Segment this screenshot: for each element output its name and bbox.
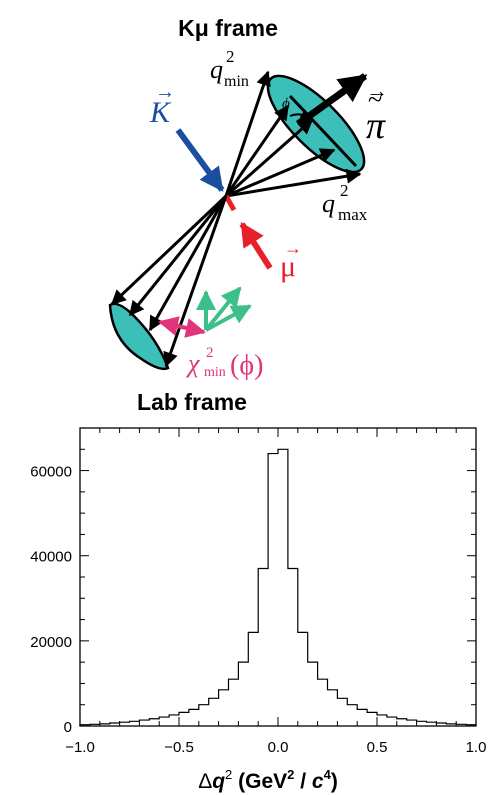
q2-max-vector (225, 168, 362, 198)
histogram-bin (318, 679, 328, 726)
y-ticks: 0 20000 40000 60000 (30, 427, 476, 736)
histogram-bin (100, 724, 110, 726)
histogram-bin (298, 632, 308, 726)
histogram-bin (427, 722, 437, 726)
x-ticks: −1.0 −0.5 0.0 0.5 1.0 (65, 428, 486, 756)
histogram-bin (189, 709, 199, 726)
histogram-bin (397, 719, 407, 726)
muon-vector-arrow: → (284, 238, 302, 258)
histogram-bin (80, 725, 90, 726)
histogram-bin (347, 705, 357, 726)
histogram-outline (79, 448, 477, 726)
histogram-bin (466, 725, 476, 726)
kaon-arrow (175, 128, 225, 192)
x-axis-label: Δq2 (GeV2 / c4) (198, 767, 338, 793)
lab-vector (148, 195, 228, 332)
chi2-arg: (ϕ) (230, 350, 263, 381)
histogram-bin (357, 709, 367, 726)
cone-vector (224, 104, 290, 197)
histogram-bin (417, 721, 427, 726)
histogram-bin (238, 662, 248, 726)
kaon-vector-arrow: → (155, 81, 175, 103)
cone-vector (225, 148, 336, 198)
y-tick-label: 40000 (30, 549, 72, 566)
q2-max-sup: 2 (340, 181, 349, 200)
x-tick-label: −0.5 (164, 739, 194, 756)
cone-axis (288, 94, 358, 168)
q2-max-q: q (322, 189, 335, 218)
histogram-bin (436, 723, 446, 726)
cone-vector (225, 118, 314, 198)
histogram-bin (139, 720, 149, 726)
x-tick-label: 0.0 (268, 739, 289, 756)
histogram-bin (288, 568, 298, 726)
kaon-label: K (149, 96, 172, 129)
green-vector (204, 286, 242, 332)
green-vectors (196, 286, 252, 332)
histogram-bin (328, 690, 338, 726)
delta-q2-histogram: −1.0 −0.5 0.0 0.5 1.0 0 20000 40000 60000 Δq2 (… (30, 427, 486, 793)
histogram-bin (130, 721, 140, 726)
green-vector (205, 304, 252, 332)
histogram-bin (219, 690, 229, 726)
histogram-bin (278, 449, 288, 726)
histogram-bin (387, 717, 397, 726)
histogram-bin (120, 722, 130, 726)
muon-label: μ (280, 250, 296, 283)
pion-label: π (366, 105, 386, 147)
pion-arrow (295, 73, 368, 127)
x-tick-label: 0.5 (367, 739, 388, 756)
histogram-bin (268, 454, 278, 726)
lab-frame-cone (108, 302, 170, 371)
histogram-bin (258, 568, 268, 726)
q2-min-vector (224, 70, 271, 197)
histogram-bin (169, 715, 179, 726)
x-tick-label: −1.0 (65, 739, 95, 756)
histogram-bin (377, 715, 387, 726)
histogram-bin (456, 724, 466, 726)
chi2-sub: min (204, 365, 226, 380)
histogram-bin (248, 632, 258, 726)
histogram-bin (179, 712, 189, 726)
kmu-cone-vectors (224, 70, 362, 198)
histogram-bin (446, 724, 456, 726)
lab-vector (110, 194, 228, 306)
pion-vector-arrow: → (366, 78, 388, 103)
histogram-bin (159, 717, 169, 726)
pion-tilde: ~ (368, 85, 382, 114)
q2-min-q: q (210, 55, 223, 84)
lab-vector (128, 195, 228, 317)
kinematics-diagram: Kμ frame ϕ π ~ → q 2 min q 2 max K → (108, 15, 388, 415)
histogram-bins (80, 449, 476, 726)
histogram-bin (90, 724, 100, 726)
q2-min-sup: 2 (226, 47, 235, 66)
lab-vector (163, 195, 228, 368)
x-tick-label: 1.0 (466, 739, 487, 756)
chi2-double-arrow (158, 316, 206, 338)
histogram-bin (229, 679, 239, 726)
q2-max-sub: max (338, 205, 368, 224)
y-tick-label: 60000 (30, 464, 72, 481)
chi2-sup: 2 (206, 345, 214, 361)
muon-arrow (239, 221, 273, 270)
q2-min-sub: min (224, 73, 249, 90)
histogram-bin (110, 723, 120, 726)
kmu-frame-label: Kμ frame (178, 15, 278, 41)
y-tick-label: 20000 (30, 634, 72, 651)
histogram-bin (337, 698, 347, 726)
histogram-bin (149, 719, 159, 726)
lab-frame-label: Lab frame (137, 389, 247, 415)
histogram-bin (199, 705, 209, 726)
y-tick-label: 0 (64, 719, 72, 736)
histogram-bin (407, 720, 417, 726)
histogram-bin (209, 698, 219, 726)
chi2-symbol: χ (185, 349, 200, 378)
muon-stub (223, 194, 237, 212)
phi-label: ϕ (282, 96, 290, 112)
histogram-bin (308, 662, 318, 726)
histogram-bin (367, 712, 377, 726)
